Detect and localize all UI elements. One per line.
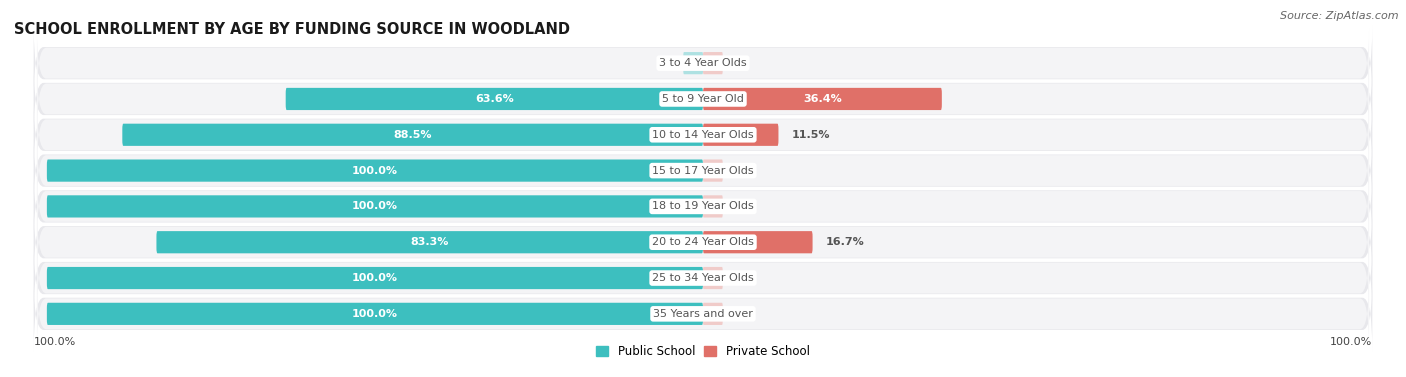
- FancyBboxPatch shape: [37, 100, 1369, 170]
- Text: Source: ZipAtlas.com: Source: ZipAtlas.com: [1281, 11, 1399, 21]
- FancyBboxPatch shape: [34, 61, 1372, 136]
- FancyBboxPatch shape: [703, 231, 813, 253]
- Text: 5 to 9 Year Old: 5 to 9 Year Old: [662, 94, 744, 104]
- Text: 83.3%: 83.3%: [411, 237, 449, 247]
- FancyBboxPatch shape: [703, 88, 942, 110]
- FancyBboxPatch shape: [46, 267, 703, 289]
- FancyBboxPatch shape: [37, 207, 1369, 277]
- FancyBboxPatch shape: [37, 172, 1369, 241]
- Text: 3 to 4 Year Olds: 3 to 4 Year Olds: [659, 58, 747, 68]
- FancyBboxPatch shape: [34, 276, 1372, 351]
- FancyBboxPatch shape: [34, 133, 1372, 208]
- Text: 35 Years and over: 35 Years and over: [652, 309, 754, 319]
- Text: 100.0%: 100.0%: [352, 166, 398, 176]
- Text: 88.5%: 88.5%: [394, 130, 432, 140]
- Text: 25 to 34 Year Olds: 25 to 34 Year Olds: [652, 273, 754, 283]
- FancyBboxPatch shape: [703, 267, 723, 289]
- FancyBboxPatch shape: [34, 26, 1372, 101]
- FancyBboxPatch shape: [285, 88, 703, 110]
- FancyBboxPatch shape: [37, 136, 1369, 205]
- Legend: Public School, Private School: Public School, Private School: [592, 341, 814, 363]
- Text: 15 to 17 Year Olds: 15 to 17 Year Olds: [652, 166, 754, 176]
- FancyBboxPatch shape: [46, 195, 703, 218]
- FancyBboxPatch shape: [703, 124, 779, 146]
- Text: 0.0%: 0.0%: [716, 166, 747, 176]
- FancyBboxPatch shape: [683, 52, 703, 74]
- FancyBboxPatch shape: [46, 303, 703, 325]
- Text: 0.0%: 0.0%: [659, 58, 690, 68]
- Text: 10 to 14 Year Olds: 10 to 14 Year Olds: [652, 130, 754, 140]
- Text: 100.0%: 100.0%: [352, 201, 398, 211]
- Text: 18 to 19 Year Olds: 18 to 19 Year Olds: [652, 201, 754, 211]
- Text: 100.0%: 100.0%: [34, 337, 76, 347]
- FancyBboxPatch shape: [37, 243, 1369, 313]
- FancyBboxPatch shape: [34, 241, 1372, 316]
- Text: 63.6%: 63.6%: [475, 94, 513, 104]
- FancyBboxPatch shape: [34, 169, 1372, 244]
- Text: SCHOOL ENROLLMENT BY AGE BY FUNDING SOURCE IN WOODLAND: SCHOOL ENROLLMENT BY AGE BY FUNDING SOUR…: [14, 22, 569, 37]
- FancyBboxPatch shape: [34, 97, 1372, 172]
- FancyBboxPatch shape: [122, 124, 703, 146]
- FancyBboxPatch shape: [37, 28, 1369, 98]
- Text: 100.0%: 100.0%: [352, 309, 398, 319]
- FancyBboxPatch shape: [37, 64, 1369, 134]
- Text: 100.0%: 100.0%: [352, 273, 398, 283]
- Text: 0.0%: 0.0%: [716, 273, 747, 283]
- Text: 16.7%: 16.7%: [825, 237, 865, 247]
- FancyBboxPatch shape: [703, 303, 723, 325]
- Text: 0.0%: 0.0%: [716, 309, 747, 319]
- FancyBboxPatch shape: [703, 195, 723, 218]
- FancyBboxPatch shape: [46, 159, 703, 182]
- Text: 11.5%: 11.5%: [792, 130, 830, 140]
- FancyBboxPatch shape: [34, 205, 1372, 280]
- FancyBboxPatch shape: [703, 52, 723, 74]
- FancyBboxPatch shape: [37, 279, 1369, 349]
- FancyBboxPatch shape: [703, 159, 723, 182]
- Text: 36.4%: 36.4%: [803, 94, 842, 104]
- Text: 0.0%: 0.0%: [716, 201, 747, 211]
- Text: 100.0%: 100.0%: [1330, 337, 1372, 347]
- Text: 0.0%: 0.0%: [716, 58, 747, 68]
- FancyBboxPatch shape: [156, 231, 703, 253]
- Text: 20 to 24 Year Olds: 20 to 24 Year Olds: [652, 237, 754, 247]
